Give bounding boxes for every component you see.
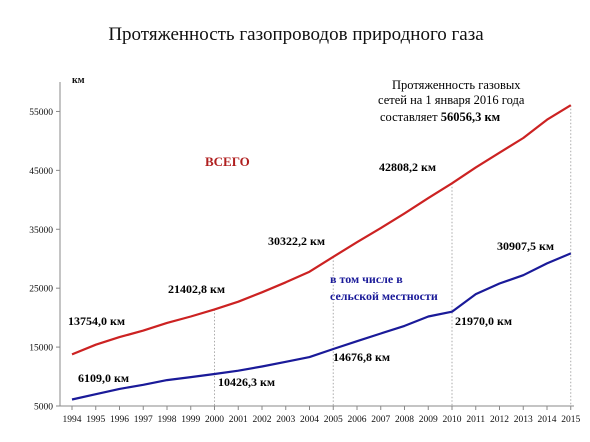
x-tick-label: 2000	[205, 415, 224, 425]
y-tick-label: 55000	[29, 108, 53, 118]
series-label-rural-line2: сельской местности	[330, 289, 438, 303]
annotation-line2: сетей на 1 января 2016 года	[378, 93, 525, 107]
series-label-total: ВСЕГО	[205, 154, 250, 169]
x-tick-label: 1998	[158, 415, 177, 425]
data-label-rural-2000: 10426,3 км	[218, 375, 275, 389]
chart-title: Протяженность газопроводов природного га…	[108, 24, 484, 45]
x-tick-label: 2011	[466, 415, 485, 425]
x-tick-label: 2013	[514, 415, 533, 425]
series-label-rural-line1: в том числе в	[330, 272, 403, 286]
data-label-total-2010: 42808,2 км	[379, 160, 436, 174]
y-tick-label: 25000	[29, 285, 53, 295]
x-tick-label: 2003	[276, 415, 295, 425]
x-tick-label: 1997	[134, 415, 153, 425]
y-tick-label: 35000	[29, 226, 53, 236]
data-label-total-2005: 30322,2 км	[268, 234, 325, 248]
x-tick-label: 2001	[229, 415, 248, 425]
x-tick-label: 2007	[371, 415, 390, 425]
x-tick-label: 1994	[63, 415, 82, 425]
x-tick-label: 2006	[348, 415, 367, 425]
x-tick-label: 2010	[443, 415, 462, 425]
data-label-rural-1994: 6109,0 км	[78, 371, 129, 385]
x-tick-label: 1999	[181, 415, 200, 425]
y-tick-label: 45000	[29, 167, 53, 177]
x-tick-label: 2008	[395, 415, 414, 425]
y-axis-unit: км	[72, 75, 85, 86]
x-tick-label: 1995	[86, 415, 105, 425]
y-tick-label: 5000	[34, 403, 53, 413]
data-label-total-2000: 21402,8 км	[168, 282, 225, 296]
x-tick-label: 1996	[110, 415, 129, 425]
annotation-line1: Протяженность газовых	[392, 78, 521, 92]
x-tick-labels: 1994 1995 1996 1997 1998 1999 2000 2001 2002 2003…	[63, 406, 581, 425]
x-tick-label: 2009	[419, 415, 438, 425]
x-tick-label: 2014	[538, 415, 557, 425]
series-line-rural	[71, 252, 572, 401]
x-tick-label: 2012	[490, 415, 509, 425]
annotation-line3-value: 56056,3 км	[441, 110, 501, 124]
annotation-line3-prefix: составляет	[380, 110, 438, 124]
data-label-rural-2005: 14676,8 км	[333, 350, 390, 364]
x-tick-label: 2002	[253, 415, 272, 425]
series-lines	[71, 104, 572, 401]
y-tick-label: 15000	[29, 344, 53, 354]
x-tick-label: 2015	[561, 415, 580, 425]
x-tick-label: 2005	[324, 415, 343, 425]
data-label-rural-2010: 21970,0 км	[455, 314, 512, 328]
annotation-line3: составляет 56056,3 км	[380, 110, 501, 124]
data-label-rural-2015: 30907,5 км	[497, 239, 554, 253]
highlight-gridlines	[214, 105, 572, 406]
x-tick-label: 2004	[300, 415, 319, 425]
data-label-total-1994: 13754,0 км	[68, 314, 125, 328]
y-tick-labels: 5000 15000 25000 35000 45000 55000	[29, 108, 60, 413]
axes	[59, 82, 574, 407]
series-line-total	[71, 104, 572, 356]
